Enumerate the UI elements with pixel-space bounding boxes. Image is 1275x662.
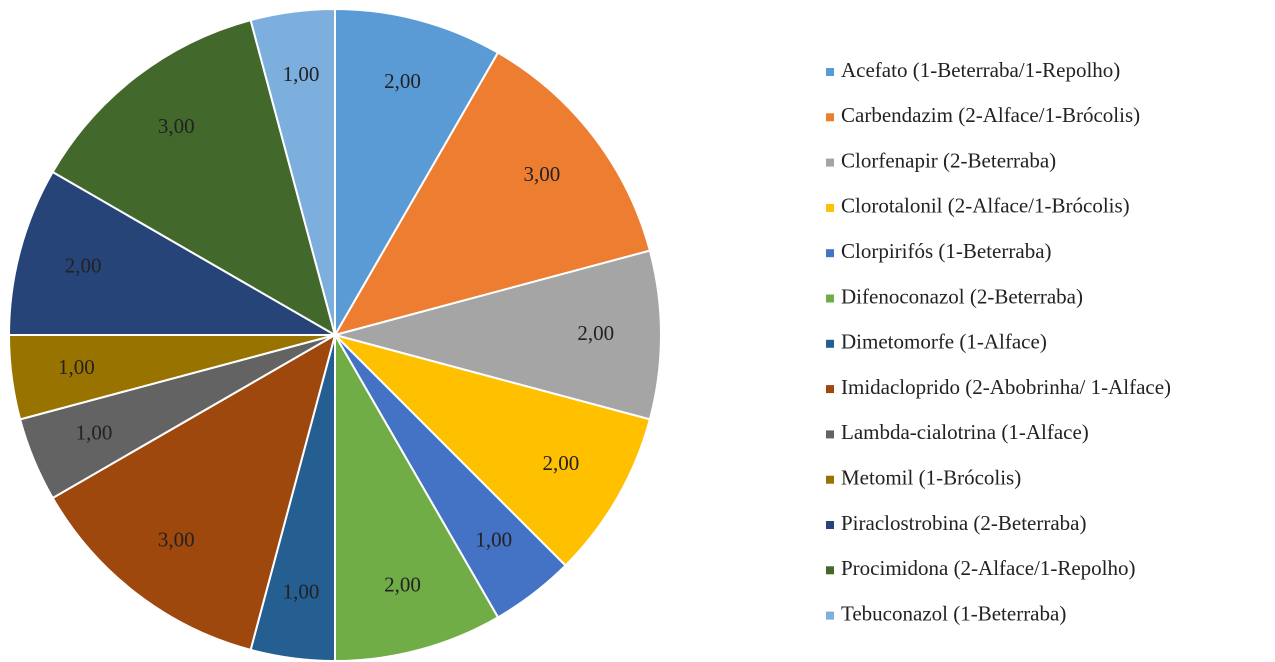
data-label: 2,00 <box>384 573 421 597</box>
pie-slice <box>331 249 662 421</box>
legend-label: Metomil (1-Brócolis) <box>841 466 1021 490</box>
pie-slice <box>51 18 337 338</box>
pie-slice <box>334 7 500 339</box>
legend-swatch <box>826 294 834 303</box>
data-label: 2,00 <box>542 451 579 475</box>
legend-swatch <box>826 339 834 348</box>
data-label: 2,00 <box>65 253 102 277</box>
legend-swatch <box>826 566 834 575</box>
legend-label: Difenoconazol (2-Beterraba) <box>841 284 1083 308</box>
legend-label: Clorpirifós (1-Beterraba) <box>841 239 1052 263</box>
data-label: 1,00 <box>283 579 320 603</box>
data-label: 3,00 <box>158 528 195 552</box>
legend-swatch <box>826 385 834 394</box>
legend-label: Lambda-cialotrina (1-Alface) <box>841 420 1089 444</box>
pie-slice <box>334 331 500 662</box>
data-label: 3,00 <box>524 162 561 186</box>
legend-swatch <box>826 611 834 620</box>
legend-swatch <box>826 113 834 122</box>
legend-swatch <box>826 249 834 258</box>
legend-swatch <box>826 68 834 76</box>
data-label: 1,00 <box>76 421 113 445</box>
legend-label: Dimetomorfe (1-Alface) <box>841 330 1047 354</box>
pie-slice <box>7 170 339 336</box>
legend-label: Clorotalonil (2-Alface/1-Brócolis) <box>841 194 1130 218</box>
legend-label: Imidacloprido (2-Abobrinha/ 1-Alface) <box>841 375 1171 399</box>
legend-label: Tebuconazol (1-Beterraba) <box>841 601 1066 625</box>
legend-label: Carbendazim (2-Alface/1-Brócolis) <box>841 103 1140 127</box>
legend-label: Clorfenapir (2-Beterraba) <box>841 148 1056 172</box>
pie-slice <box>332 51 652 337</box>
legend-swatch <box>826 475 834 484</box>
legend-swatch <box>826 521 834 529</box>
pie-slice <box>51 332 337 652</box>
legend-swatch <box>826 430 834 439</box>
legend-label: Acefato (1-Beterraba/1-Repolho) <box>841 58 1120 82</box>
data-label: 3,00 <box>158 114 195 138</box>
legend-swatch <box>826 203 834 212</box>
data-label: 1,00 <box>475 528 512 552</box>
pie-slice <box>331 333 652 567</box>
data-label: 1,00 <box>58 355 95 379</box>
data-label: 2,00 <box>384 69 421 93</box>
data-label: 2,00 <box>577 321 614 345</box>
legend-label: Piraclostrobina (2-Beterraba) <box>841 511 1086 535</box>
pie-slice <box>249 7 336 336</box>
legend-label: Procimidona (2-Alface/1-Repolho) <box>841 556 1136 580</box>
legend-swatch <box>826 158 834 167</box>
data-label: 1,00 <box>283 62 320 86</box>
